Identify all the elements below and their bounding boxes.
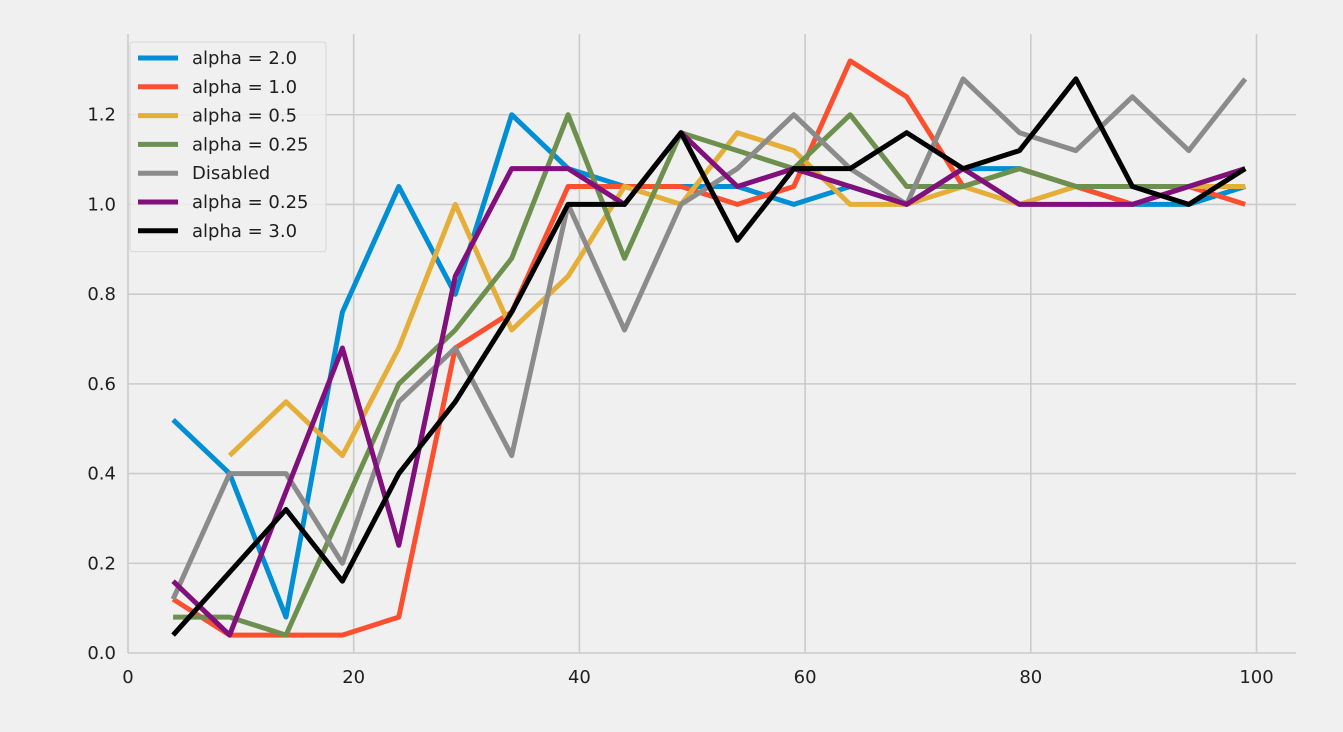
x-tick-label: 20 [342, 667, 365, 688]
series-lines [170, 58, 1248, 638]
y-tick-label: 1.2 [87, 105, 116, 126]
series-line-3 [173, 112, 1246, 638]
legend-label: alpha = 0.25 [192, 192, 309, 213]
x-tick-label: 0 [122, 667, 133, 688]
series-line-5 [171, 130, 1246, 638]
y-tick-label: 0.0 [87, 643, 116, 664]
series-line-6 [171, 76, 1247, 637]
x-tick-label: 60 [794, 667, 817, 688]
x-tick-label: 100 [1239, 667, 1273, 688]
y-tick-label: 0.8 [87, 284, 116, 305]
y-tick-label: 0.4 [87, 464, 116, 485]
legend: alpha = 2.0 alpha = 1.0 alpha = 0.5 alpha =… [129, 41, 327, 253]
legend-label: alpha = 0.25 [192, 134, 309, 155]
legend-label: Disabled [192, 163, 270, 184]
tick-labels: 0 20 40 60 80 100 0.0 0.2 0.4 0.6 0.8 1.0 1.2 [87, 105, 1273, 688]
x-tick-label: 40 [568, 667, 591, 688]
legend-label: alpha = 1.0 [192, 77, 297, 98]
legend-label: alpha = 0.5 [192, 106, 297, 127]
y-tick-label: 0.6 [87, 374, 116, 395]
y-tick-label: 1.0 [87, 194, 116, 215]
x-tick-label: 80 [1019, 667, 1042, 688]
legend-box [129, 41, 327, 253]
legend-label: alpha = 3.0 [192, 221, 297, 242]
legend-label: alpha = 2.0 [192, 48, 297, 69]
y-tick-label: 0.2 [87, 553, 116, 574]
